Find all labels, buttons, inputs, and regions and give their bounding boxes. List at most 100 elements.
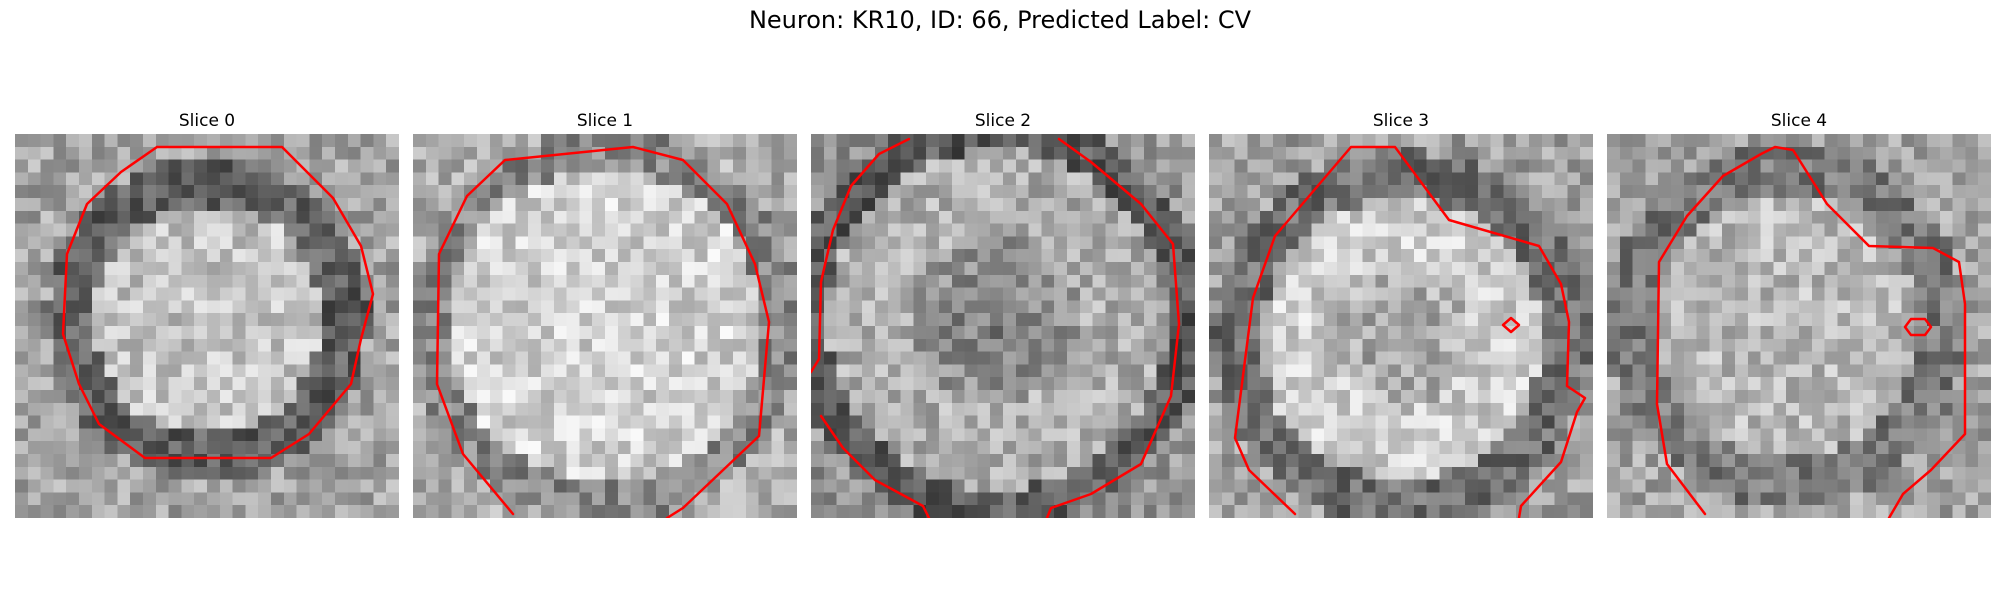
pixel-cell bbox=[1709, 390, 1723, 404]
pixel-cell bbox=[900, 146, 914, 160]
pixel-cell bbox=[1477, 454, 1491, 468]
pixel-cell bbox=[425, 377, 439, 391]
pixel-cell bbox=[1580, 134, 1593, 148]
pixel-cell bbox=[1888, 351, 1902, 365]
pixel-cell bbox=[720, 287, 734, 301]
pixel-cell bbox=[630, 415, 644, 429]
pixel-cell bbox=[1015, 223, 1029, 237]
pixel-cell bbox=[1632, 364, 1646, 378]
pixel-cell bbox=[413, 198, 427, 212]
pixel-cell bbox=[1952, 313, 1966, 327]
pixel-cell bbox=[605, 402, 619, 416]
pixel-cell bbox=[1298, 159, 1312, 173]
pixel-cell bbox=[1503, 364, 1517, 378]
pixel-cell bbox=[1054, 364, 1068, 378]
pixel-cell bbox=[1567, 223, 1581, 237]
pixel-cell bbox=[1337, 223, 1351, 237]
pixel-cell bbox=[720, 492, 734, 506]
pixel-cell bbox=[1337, 210, 1351, 224]
pixel-cell bbox=[91, 466, 105, 480]
pixel-cell bbox=[91, 377, 105, 391]
pixel-cell bbox=[1477, 441, 1491, 455]
pixel-cell bbox=[745, 274, 759, 288]
pixel-cell bbox=[1875, 402, 1889, 416]
pixel-cell bbox=[1837, 364, 1851, 378]
pixel-cell bbox=[1965, 428, 1979, 442]
pixel-cell bbox=[1311, 300, 1325, 314]
pixel-cell bbox=[130, 492, 144, 506]
pixel-cell bbox=[811, 210, 825, 224]
pixel-cell bbox=[1118, 505, 1132, 518]
pixel-cell bbox=[592, 287, 606, 301]
pixel-cell bbox=[194, 274, 208, 288]
pixel-cell bbox=[258, 351, 272, 365]
pixel-cell bbox=[477, 185, 491, 199]
pixel-cell bbox=[1837, 172, 1851, 186]
pixel-cell bbox=[579, 466, 593, 480]
pixel-cell bbox=[694, 198, 708, 212]
pixel-cell bbox=[669, 223, 683, 237]
pixel-cell bbox=[707, 134, 721, 148]
pixel-cell bbox=[1607, 159, 1621, 173]
pixel-cell bbox=[1786, 210, 1800, 224]
pixel-cell bbox=[707, 364, 721, 378]
pixel-cell bbox=[425, 223, 439, 237]
pixel-cell bbox=[1273, 185, 1287, 199]
pixel-cell bbox=[219, 351, 233, 365]
pixel-cell bbox=[322, 198, 336, 212]
pixel-cell bbox=[245, 300, 259, 314]
pixel-cell bbox=[79, 415, 93, 429]
pixel-cell bbox=[1015, 249, 1029, 263]
pixel-cell bbox=[862, 249, 876, 263]
pixel-cell bbox=[245, 313, 259, 327]
pixel-cell bbox=[1850, 223, 1864, 237]
pixel-cell bbox=[1837, 300, 1851, 314]
pixel-cell bbox=[1260, 198, 1274, 212]
pixel-cell bbox=[335, 262, 349, 276]
pixel-cell bbox=[1709, 210, 1723, 224]
pixel-cell bbox=[515, 274, 529, 288]
pixel-cell bbox=[1952, 236, 1966, 250]
pixel-cell bbox=[528, 351, 542, 365]
pixel-cell bbox=[1349, 441, 1363, 455]
pixel-cell bbox=[1709, 287, 1723, 301]
pixel-cell bbox=[1952, 390, 1966, 404]
pixel-cell bbox=[258, 466, 272, 480]
pixel-cell bbox=[784, 454, 797, 468]
pixel-cell bbox=[541, 479, 555, 493]
pixel-cell bbox=[605, 223, 619, 237]
pixel-cell bbox=[1554, 390, 1568, 404]
pixel-cell bbox=[1054, 390, 1068, 404]
pixel-cell bbox=[592, 377, 606, 391]
pixel-cell bbox=[1401, 326, 1415, 340]
pixel-cell bbox=[335, 134, 349, 148]
pixel-cell bbox=[541, 390, 555, 404]
pixel-cell bbox=[27, 236, 41, 250]
pixel-cell bbox=[1285, 402, 1299, 416]
pixel-cell bbox=[964, 210, 978, 224]
pixel-cell bbox=[1939, 479, 1953, 493]
pixel-cell bbox=[1875, 415, 1889, 429]
pixel-cell bbox=[335, 326, 349, 340]
pixel-cell bbox=[694, 338, 708, 352]
pixel-cell bbox=[1978, 249, 1991, 263]
pixel-cell bbox=[1619, 466, 1633, 480]
pixel-cell bbox=[1632, 210, 1646, 224]
pixel-cell bbox=[643, 210, 657, 224]
pixel-cell bbox=[1888, 428, 1902, 442]
pixel-cell bbox=[271, 300, 285, 314]
pixel-cell bbox=[1914, 146, 1928, 160]
pixel-cell bbox=[1632, 390, 1646, 404]
pixel-cell bbox=[168, 402, 182, 416]
pixel-cell bbox=[643, 159, 657, 173]
pixel-cell bbox=[656, 313, 670, 327]
pixel-cell bbox=[1735, 185, 1749, 199]
pixel-cell bbox=[1118, 172, 1132, 186]
pixel-cell bbox=[1311, 466, 1325, 480]
pixel-cell bbox=[515, 313, 529, 327]
pixel-cell bbox=[515, 159, 529, 173]
pixel-cell bbox=[1671, 351, 1685, 365]
pixel-cell bbox=[900, 402, 914, 416]
pixel-cell bbox=[1952, 223, 1966, 237]
pixel-cell bbox=[425, 185, 439, 199]
